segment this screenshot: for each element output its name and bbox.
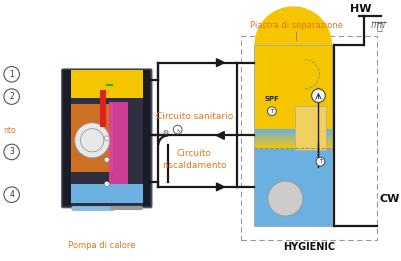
Bar — [254, 145, 332, 146]
Bar — [254, 133, 332, 134]
Text: nto: nto — [3, 126, 16, 135]
Circle shape — [173, 125, 182, 134]
Circle shape — [268, 181, 303, 216]
Text: SPF: SPF — [264, 96, 279, 102]
Bar — [254, 136, 332, 137]
Text: Piastra di separazione: Piastra di separazione — [249, 21, 342, 30]
Bar — [254, 137, 332, 138]
Bar — [254, 134, 332, 135]
Bar — [241, 37, 377, 240]
Text: 1: 1 — [9, 70, 14, 79]
Bar — [254, 132, 332, 134]
Bar — [254, 140, 332, 141]
Circle shape — [104, 157, 109, 162]
Text: 2: 2 — [9, 92, 14, 101]
Bar — [71, 70, 143, 98]
Bar — [254, 142, 332, 143]
Polygon shape — [217, 59, 224, 67]
Text: HW: HW — [350, 4, 372, 14]
Circle shape — [104, 136, 109, 141]
Circle shape — [267, 107, 276, 116]
Polygon shape — [217, 183, 224, 191]
Circle shape — [312, 89, 325, 102]
Polygon shape — [217, 132, 224, 139]
Text: ⌚: ⌚ — [377, 21, 383, 31]
Text: Circuito sanitario: Circuito sanitario — [156, 111, 233, 121]
Bar — [71, 184, 143, 203]
Bar — [71, 104, 113, 172]
Bar — [254, 144, 332, 145]
Text: 4: 4 — [9, 190, 14, 199]
Bar — [100, 90, 106, 127]
Bar — [254, 129, 332, 130]
Wedge shape — [254, 6, 332, 45]
Circle shape — [316, 157, 325, 166]
Circle shape — [104, 182, 109, 186]
Bar — [254, 139, 332, 140]
FancyBboxPatch shape — [62, 69, 152, 208]
Bar — [254, 146, 332, 147]
Text: 3: 3 — [9, 147, 14, 156]
Circle shape — [75, 123, 110, 158]
Text: HYGIENIC: HYGIENIC — [283, 242, 335, 252]
Bar — [254, 135, 332, 137]
Text: T: T — [319, 159, 322, 164]
Bar — [254, 141, 332, 142]
Bar — [254, 143, 332, 144]
Text: CW: CW — [380, 194, 400, 204]
Bar — [63, 70, 71, 206]
Text: Circuito
riscaldamento: Circuito riscaldamento — [162, 149, 227, 170]
Bar — [254, 45, 332, 226]
Text: T: T — [270, 109, 273, 114]
Bar — [254, 45, 332, 148]
Bar — [254, 45, 332, 226]
Bar — [254, 147, 332, 148]
Bar — [295, 106, 326, 150]
Bar — [254, 147, 332, 149]
Text: ⚙: ⚙ — [162, 129, 168, 135]
Bar — [254, 131, 332, 133]
Bar — [254, 138, 332, 139]
Bar — [254, 130, 332, 132]
Bar — [143, 70, 150, 206]
Bar — [109, 102, 128, 201]
Text: Pompa di calore: Pompa di calore — [68, 241, 136, 250]
